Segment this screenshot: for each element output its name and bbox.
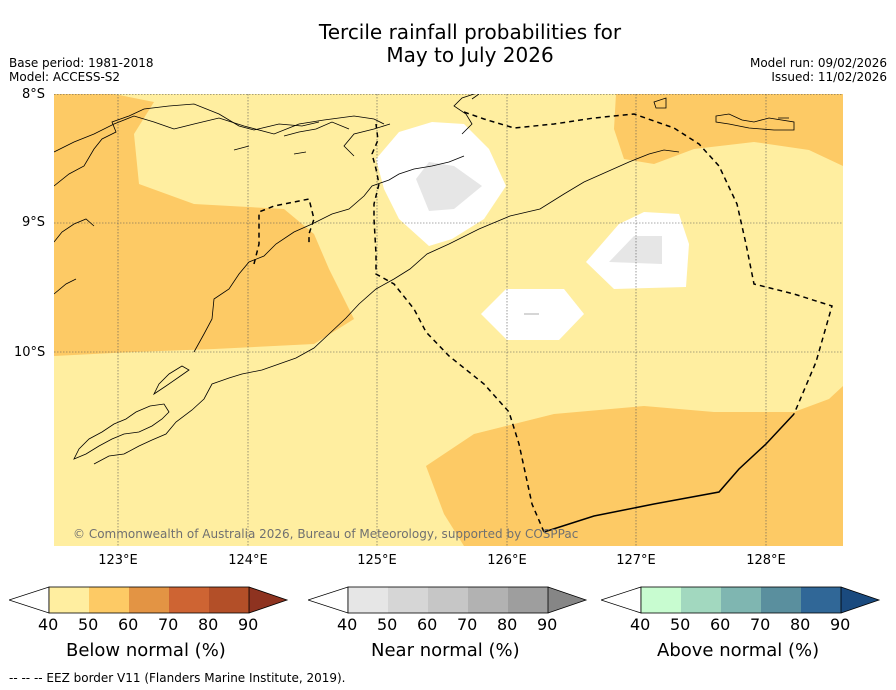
colorbar-below-arrow-right xyxy=(249,587,287,613)
region-below-60-west xyxy=(54,94,354,356)
swatch-below-60 xyxy=(129,587,169,613)
colorbar-above-normal xyxy=(601,586,881,614)
tick-near-50: 50 xyxy=(377,615,398,634)
tick-near-80: 80 xyxy=(497,615,518,634)
colorbar-above-label: Above normal (%) xyxy=(657,640,820,661)
tick-near-70: 70 xyxy=(457,615,478,634)
lon-label-127e: 127°E xyxy=(616,553,656,568)
coastline-flores-north xyxy=(54,103,320,187)
meta-left: Base period: 1981-2018 Model: ACCESS-S2 xyxy=(9,56,154,84)
colorbar-below-arrow-left xyxy=(9,586,50,614)
swatch-near-80 xyxy=(508,587,548,613)
coastline-flores xyxy=(54,115,385,153)
swatch-near-40 xyxy=(348,587,388,613)
coastline-east xyxy=(653,97,795,131)
colorbar-near-swatches xyxy=(348,587,548,613)
swatch-near-60 xyxy=(428,587,468,613)
issued-text: Issued: 11/02/2026 xyxy=(771,70,887,84)
coastline-islands-north xyxy=(233,94,480,157)
meta-right: Model run: 09/02/2026 Issued: 11/02/2026 xyxy=(750,56,887,84)
region-below-60-south xyxy=(426,386,843,546)
swatch-below-40 xyxy=(49,587,89,613)
swatch-below-80 xyxy=(209,587,249,613)
tick-below-40: 40 xyxy=(38,615,59,634)
colorbar-above-swatches xyxy=(641,587,841,613)
swatch-below-50 xyxy=(89,587,129,613)
tick-near-60: 60 xyxy=(417,615,438,634)
model-text: Model: ACCESS-S2 xyxy=(9,70,121,84)
lon-label-128e: 128°E xyxy=(746,553,786,568)
eez-border-solid xyxy=(543,413,795,533)
colorbar-near-arrow-right xyxy=(548,587,586,613)
colorbar-below-label: Below normal (%) xyxy=(66,640,226,661)
tick-above-50: 50 xyxy=(670,615,691,634)
lat-label-8s: 8°S xyxy=(22,87,46,102)
base-period-text: Base period: 1981-2018 xyxy=(9,56,154,70)
lon-label-125e: 125°E xyxy=(357,553,397,568)
colorbar-below-normal xyxy=(9,586,289,614)
lon-label-126e: 126°E xyxy=(487,553,527,568)
tick-below-70: 70 xyxy=(158,615,179,634)
colorbar-near-label: Near normal (%) xyxy=(371,640,520,661)
swatch-near-50 xyxy=(388,587,428,613)
region-below-60-northeast xyxy=(614,94,843,166)
swatch-above-40 xyxy=(641,587,681,613)
tick-below-50: 50 xyxy=(78,615,99,634)
rainfall-probability-map xyxy=(54,94,843,546)
colorbar-near-normal xyxy=(308,586,588,614)
region-near-50-north xyxy=(416,162,482,211)
tick-above-60: 60 xyxy=(710,615,731,634)
tick-above-70: 70 xyxy=(750,615,771,634)
swatch-above-70 xyxy=(761,587,801,613)
tick-near-90: 90 xyxy=(537,615,558,634)
eez-border-west xyxy=(253,198,315,265)
eez-border-dashed xyxy=(463,111,833,415)
tick-below-60: 60 xyxy=(118,615,139,634)
lon-label-123e: 123°E xyxy=(98,553,138,568)
chart-title-line1: Tercile rainfall probabilities for xyxy=(318,20,622,44)
swatch-above-60 xyxy=(721,587,761,613)
copyright-text: © Commonwealth of Australia 2026, Bureau… xyxy=(73,527,579,541)
tick-below-90: 90 xyxy=(238,615,259,634)
colorbar-above-arrow-left xyxy=(601,586,642,614)
colorbar-below-swatches xyxy=(49,587,249,613)
coastline-timor xyxy=(93,149,680,465)
gridlines xyxy=(54,94,843,546)
region-near-50-east xyxy=(609,236,662,264)
eez-footnote: -- -- -- EEZ border V11 (Flanders Marine… xyxy=(9,671,346,685)
tick-above-80: 80 xyxy=(790,615,811,634)
eez-border xyxy=(253,111,833,533)
tick-below-80: 80 xyxy=(198,615,219,634)
model-run-text: Model run: 09/02/2026 xyxy=(749,56,887,70)
chart-title-line2: May to July 2026 xyxy=(386,43,554,67)
lat-label-9s: 9°S xyxy=(22,215,46,230)
swatch-above-80 xyxy=(801,587,841,613)
tick-above-90: 90 xyxy=(830,615,851,634)
tick-near-40: 40 xyxy=(337,615,358,634)
lat-label-10s: 10°S xyxy=(14,345,46,360)
coastline-sumba xyxy=(73,403,170,460)
eez-border-south xyxy=(371,123,545,533)
swatch-above-50 xyxy=(681,587,721,613)
coastline-tanimbar-west xyxy=(54,218,95,295)
coastline-rote xyxy=(152,365,190,396)
swatch-near-70 xyxy=(468,587,508,613)
colorbar-near-arrow-left xyxy=(308,586,349,614)
lon-label-124e: 124°E xyxy=(228,553,268,568)
swatch-below-70 xyxy=(169,587,209,613)
colorbar-above-arrow-right xyxy=(841,587,879,613)
tick-above-40: 40 xyxy=(630,615,651,634)
